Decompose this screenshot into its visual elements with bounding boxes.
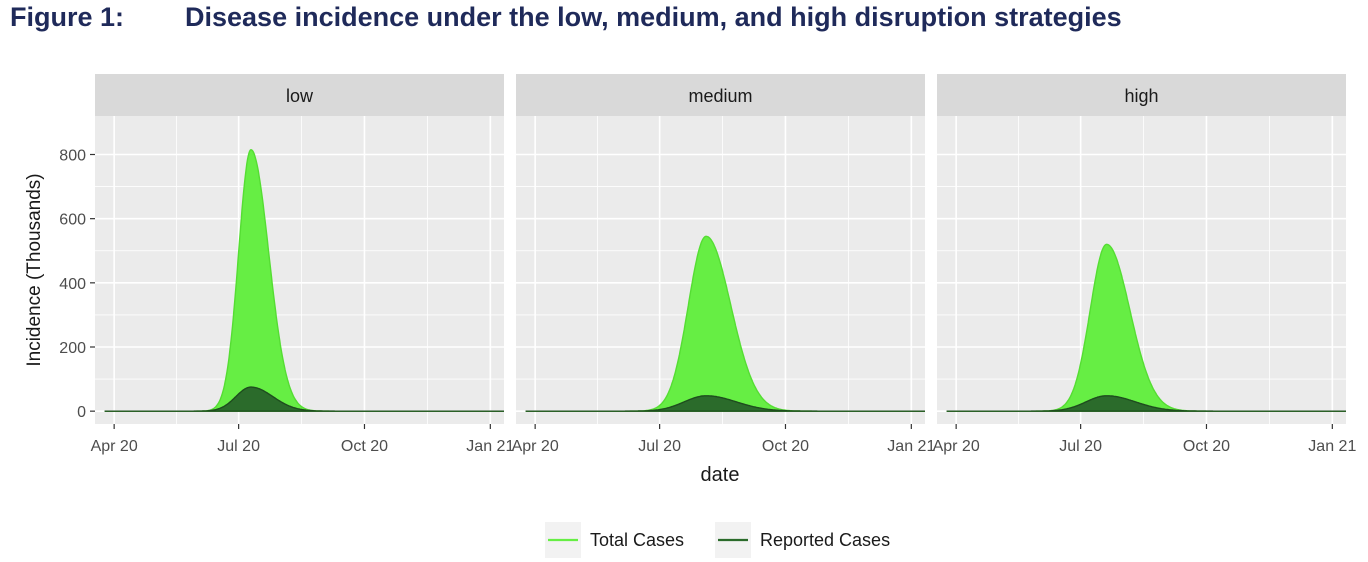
legend-label: Total Cases [590, 530, 684, 550]
x-tick-label: Apr 20 [512, 438, 559, 455]
panel-low: low Apr 20 Jul 20 Oct 20 Jan 21 [91, 74, 514, 455]
x-tick-label: Oct 20 [762, 438, 809, 455]
x-tick-label: Jan 21 [1308, 438, 1356, 455]
x-tick-label: Apr 20 [91, 438, 138, 455]
x-tick-label: Jul 20 [638, 438, 681, 455]
y-tick-label: 800 [59, 148, 86, 165]
x-tick-label: Apr 20 [933, 438, 980, 455]
figure-label: Figure 1: [10, 2, 125, 32]
x-tick-label: Jul 20 [1059, 438, 1102, 455]
x-tick-label: Oct 20 [1183, 438, 1230, 455]
facet-label-high: high [1124, 86, 1158, 106]
panel-background-low [95, 116, 504, 424]
y-tick-label: 400 [59, 276, 86, 293]
figure-title-text: Disease incidence under the low, medium,… [185, 2, 1122, 32]
reported-cases-area-high [946, 395, 1346, 412]
facet-strip-medium [516, 74, 925, 116]
legend-item-reported-cases: Reported Cases [715, 522, 890, 558]
reported-cases-area-low [104, 386, 504, 412]
facet-label-medium: medium [688, 86, 752, 106]
y-tick-label: 600 [59, 212, 86, 229]
figure-title: Figure 1: Disease incidence under the low… [10, 2, 1122, 33]
y-tick-label: 0 [77, 404, 86, 421]
legend: Total Cases Reported Cases [545, 522, 890, 558]
legend-item-total-cases: Total Cases [545, 522, 684, 558]
x-tick-label: Jul 20 [217, 438, 260, 455]
y-axis: 0 200 400 600 800 [59, 148, 95, 421]
y-axis-label: Incidence (Thousands) [24, 173, 45, 366]
x-tick-label: Jan 21 [887, 438, 935, 455]
x-axis-label: date [701, 464, 740, 486]
panel-high: high Apr 20 Jul 20 Oct 20 Jan 21 [933, 74, 1356, 455]
x-tick-label: Oct 20 [341, 438, 388, 455]
y-tick-label: 200 [59, 340, 86, 357]
facet-label-low: low [286, 86, 314, 106]
reported-cases-area-medium [525, 395, 925, 412]
facet-strip-high [937, 74, 1346, 116]
legend-label: Reported Cases [760, 530, 890, 550]
facet-strip-low [95, 74, 504, 116]
panel-medium: medium Apr 20 Jul 20 Oct 20 Jan 21 [512, 74, 935, 455]
x-tick-label: Jan 21 [466, 438, 514, 455]
